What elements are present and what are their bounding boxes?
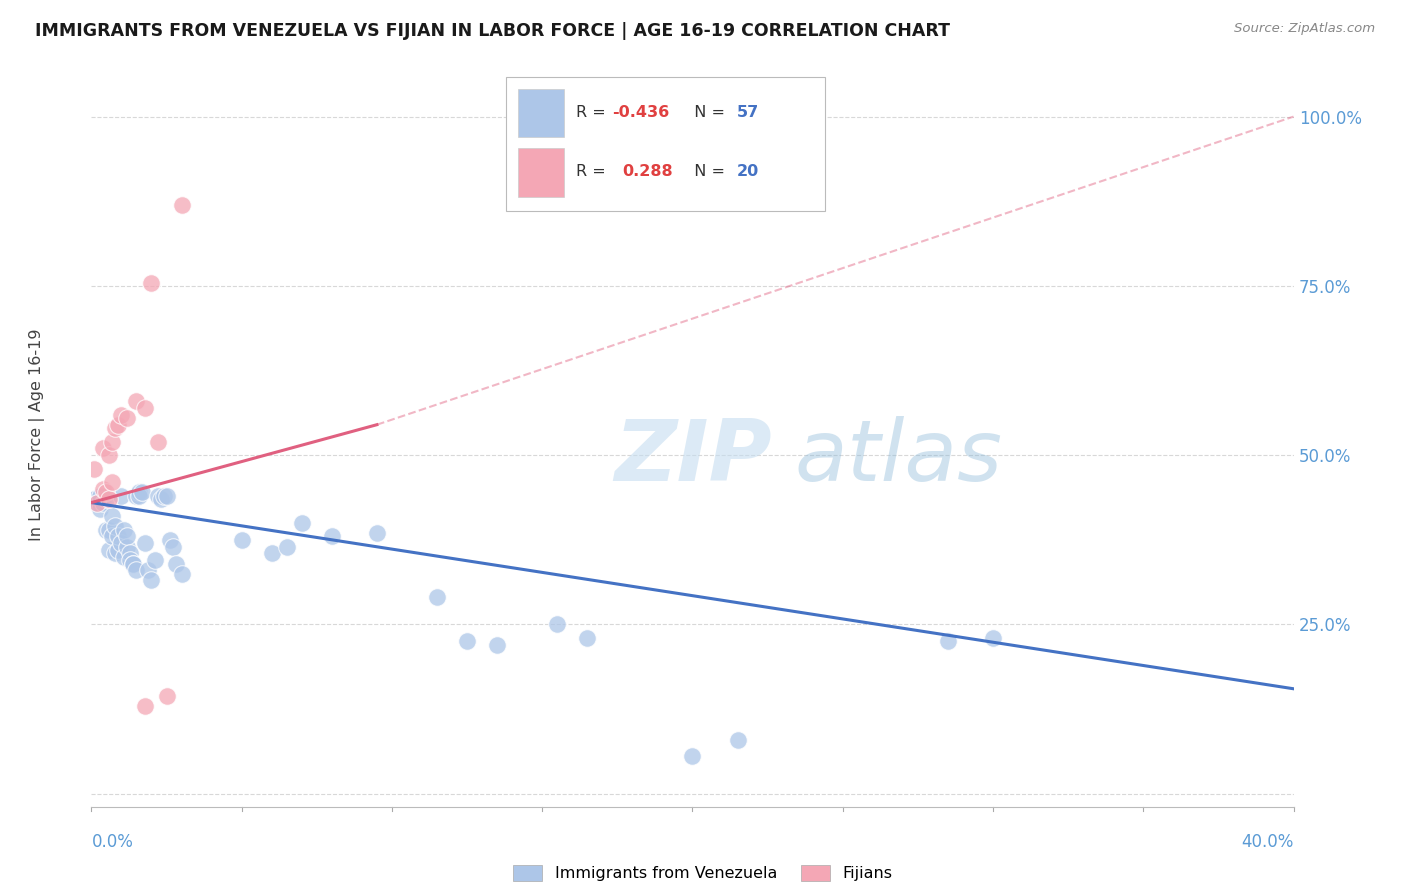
Text: atlas: atlas (794, 416, 1002, 499)
Point (128, 489, 150, 503)
Point (159, 533, 181, 547)
Point (152, 489, 174, 503)
Point (86, 495, 108, 509)
Point (93, 482, 115, 496)
Text: R =: R = (576, 105, 610, 120)
Point (98, 492, 121, 507)
Point (426, 591, 449, 605)
Text: 0.288: 0.288 (623, 164, 673, 179)
Point (131, 485, 153, 500)
Point (146, 489, 169, 503)
Point (981, 631, 1004, 645)
Point (456, 634, 478, 648)
Point (96, 485, 118, 500)
Point (143, 553, 166, 567)
Point (165, 557, 187, 571)
Text: ZIP: ZIP (614, 416, 772, 499)
Text: R =: R = (576, 164, 616, 179)
Text: Source: ZipAtlas.com: Source: ZipAtlas.com (1234, 22, 1375, 36)
Text: -0.436: -0.436 (612, 105, 669, 120)
Point (93, 442, 115, 456)
Text: 40.0%: 40.0% (1241, 833, 1294, 851)
Point (727, 732, 749, 747)
Point (134, 698, 156, 713)
Point (104, 519, 127, 533)
Point (101, 509, 124, 524)
Point (104, 421, 127, 435)
Point (86, 495, 108, 509)
Point (107, 529, 129, 543)
Point (110, 408, 132, 422)
Text: N =: N = (685, 105, 730, 120)
Point (170, 197, 193, 211)
Text: IMMIGRANTS FROM VENEZUELA VS FIJIAN IN LABOR FORCE | AGE 16-19 CORRELATION CHART: IMMIGRANTS FROM VENEZUELA VS FIJIAN IN L… (35, 22, 950, 40)
Point (149, 492, 172, 507)
Point (120, 546, 142, 560)
Point (155, 689, 177, 703)
Point (155, 489, 177, 503)
Point (291, 516, 314, 530)
Point (260, 546, 283, 560)
Point (98, 448, 121, 462)
Text: 20: 20 (737, 164, 759, 179)
Point (134, 536, 156, 550)
Point (117, 540, 139, 554)
Point (98, 543, 121, 558)
Point (89, 489, 111, 503)
FancyBboxPatch shape (506, 78, 825, 211)
Point (120, 553, 142, 567)
Point (107, 417, 129, 432)
Point (162, 540, 184, 554)
Point (576, 631, 599, 645)
Point (93, 495, 115, 509)
Point (110, 489, 132, 503)
Point (96, 523, 118, 537)
Point (170, 566, 193, 581)
Point (141, 574, 163, 588)
Point (83, 461, 105, 475)
Point (366, 526, 388, 541)
Text: N =: N = (685, 164, 730, 179)
Point (101, 529, 124, 543)
FancyBboxPatch shape (519, 148, 564, 196)
Point (83, 492, 105, 507)
Point (114, 549, 136, 564)
Point (101, 475, 124, 490)
Point (117, 529, 139, 543)
Text: 0.0%: 0.0% (91, 833, 134, 851)
Point (89, 502, 111, 516)
Point (101, 434, 124, 449)
Text: In Labor Force | Age 16-19: In Labor Force | Age 16-19 (30, 328, 45, 541)
Point (98, 523, 121, 537)
Point (122, 557, 145, 571)
Point (110, 536, 132, 550)
Point (681, 749, 703, 764)
Text: 57: 57 (737, 105, 759, 120)
Point (321, 529, 343, 543)
FancyBboxPatch shape (519, 88, 564, 137)
Point (125, 563, 148, 577)
Point (231, 533, 253, 547)
Point (125, 394, 148, 409)
Point (276, 540, 298, 554)
Point (138, 563, 160, 577)
Point (104, 546, 127, 560)
Point (486, 638, 509, 652)
Point (96, 492, 118, 507)
Legend: Immigrants from Venezuela, Fijians: Immigrants from Venezuela, Fijians (508, 858, 898, 888)
Point (117, 411, 139, 425)
Point (936, 634, 959, 648)
Point (546, 617, 568, 632)
Point (134, 401, 156, 415)
Point (146, 434, 169, 449)
Point (141, 276, 163, 290)
Point (114, 523, 136, 537)
Point (107, 543, 129, 558)
Point (125, 489, 148, 503)
Point (122, 557, 145, 571)
Point (128, 485, 150, 500)
